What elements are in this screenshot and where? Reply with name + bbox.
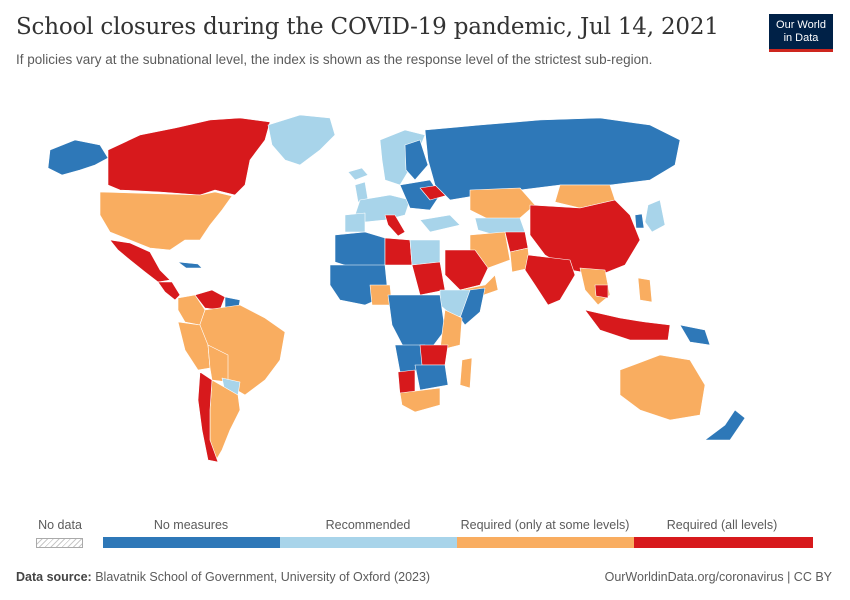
- country-bolivia: [207, 344, 229, 383]
- country-zambia: [419, 344, 449, 366]
- logo-line-1: Our World: [776, 19, 826, 31]
- data-source-text: Blavatnik School of Government, Universi…: [95, 570, 431, 584]
- country-mexico: [109, 239, 171, 283]
- chart-title: School closures during the COVID-19 pand…: [16, 14, 719, 40]
- country-central-america: [157, 281, 181, 301]
- country-russia: [424, 117, 681, 201]
- country-central-africa: [387, 294, 446, 351]
- country-canada: [107, 117, 271, 196]
- country-greenland: [267, 114, 336, 166]
- country-libya: [384, 237, 413, 266]
- country-somalia: [459, 287, 486, 326]
- legend-label-recommended: Recommended: [325, 518, 411, 532]
- country-finland: [404, 139, 429, 181]
- country-turkey: [419, 214, 461, 233]
- country-egypt: [409, 239, 441, 266]
- country-new-zealand: [704, 409, 746, 441]
- country-chile: [197, 371, 219, 463]
- chart-subtitle: If policies vary at the subnational leve…: [16, 52, 653, 67]
- country-venezuela: [194, 289, 226, 311]
- country-iceland: [347, 167, 369, 181]
- data-source-label: Data source:: [16, 570, 92, 584]
- legend-label-required-some: Required (only at some levels): [460, 518, 630, 532]
- country-australia: [619, 354, 706, 421]
- country-spain: [344, 212, 366, 233]
- country-japan: [644, 199, 666, 233]
- country-cuba: [177, 261, 203, 269]
- country-alaska: [47, 139, 109, 176]
- owid-logo[interactable]: Our World in Data: [769, 14, 833, 52]
- legend-swatch-no-data: [36, 538, 83, 548]
- legend-bar-no-measures[interactable]: [103, 537, 280, 548]
- country-korea: [634, 213, 645, 229]
- legend-bar-required-all[interactable]: [634, 537, 813, 548]
- country-south-africa: [399, 387, 441, 413]
- country-china: [529, 199, 641, 276]
- country-united-states: [99, 191, 233, 251]
- legend-label-no-data: No data: [38, 518, 82, 532]
- legend-label-required-all: Required (all levels): [666, 518, 778, 532]
- country-italy: [384, 214, 406, 237]
- country-kenya-tanzania: [439, 309, 463, 351]
- country-kazakhstan: [469, 187, 536, 221]
- country-southern-africa: [414, 364, 449, 391]
- country-india: [524, 254, 576, 306]
- legend-label-no-measures: No measures: [153, 518, 229, 532]
- country-indonesia: [584, 309, 671, 341]
- logo-line-2: in Data: [783, 32, 819, 44]
- legend-bar-recommended[interactable]: [280, 537, 457, 548]
- country-madagascar: [459, 357, 473, 389]
- legend-bar-required-some[interactable]: [457, 537, 634, 548]
- world-map[interactable]: [0, 80, 850, 470]
- data-source: Data source: Blavatnik School of Governm…: [16, 570, 430, 584]
- country-cambodia: [594, 284, 609, 299]
- country-philippines: [637, 277, 653, 303]
- country-papua-new-guinea: [679, 324, 711, 346]
- footer-link[interactable]: OurWorldinData.org/coronavirus | CC BY: [604, 570, 832, 584]
- country-morocco-algeria: [334, 231, 386, 271]
- country-saudi-arabia: [444, 249, 489, 291]
